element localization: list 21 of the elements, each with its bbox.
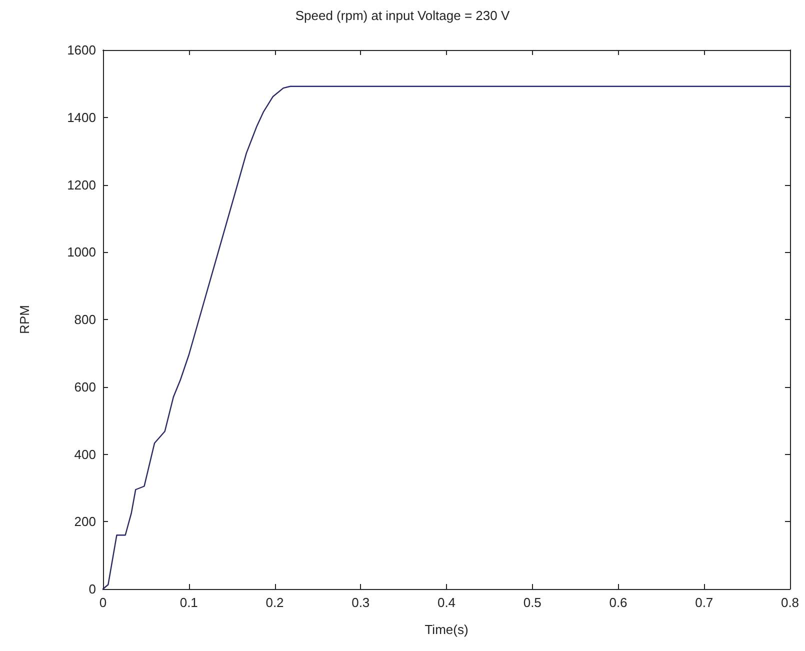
y-tick-label: 1400 — [67, 110, 96, 125]
x-tick-label: 0.6 — [609, 595, 628, 610]
x-tick-label: 0.7 — [695, 595, 714, 610]
x-axis-title: Time(s) — [424, 622, 468, 637]
x-tick-label: 0.5 — [523, 595, 542, 610]
x-tick-label: 0.4 — [437, 595, 456, 610]
y-tick-label: 0 — [88, 582, 96, 596]
x-tick-label: 0.3 — [352, 595, 370, 610]
y-tick-label: 600 — [74, 379, 96, 394]
y-tick-label: 1600 — [67, 42, 96, 58]
x-tick-label: 0.1 — [180, 595, 198, 610]
y-axis-title: RPM — [17, 305, 32, 334]
x-tick-label: 0.2 — [266, 595, 284, 610]
x-tick-label: 0 — [99, 595, 107, 610]
chart-title: Speed (rpm) at input Voltage = 230 V — [295, 8, 510, 23]
y-tick-label: 1200 — [67, 177, 96, 192]
y-tick-label: 400 — [74, 446, 96, 462]
y-tick-label: 200 — [74, 514, 96, 530]
y-tick-label: 800 — [74, 312, 96, 327]
y-tick-label: 1000 — [67, 244, 96, 260]
x-tick-label: 0.8 — [780, 595, 800, 610]
